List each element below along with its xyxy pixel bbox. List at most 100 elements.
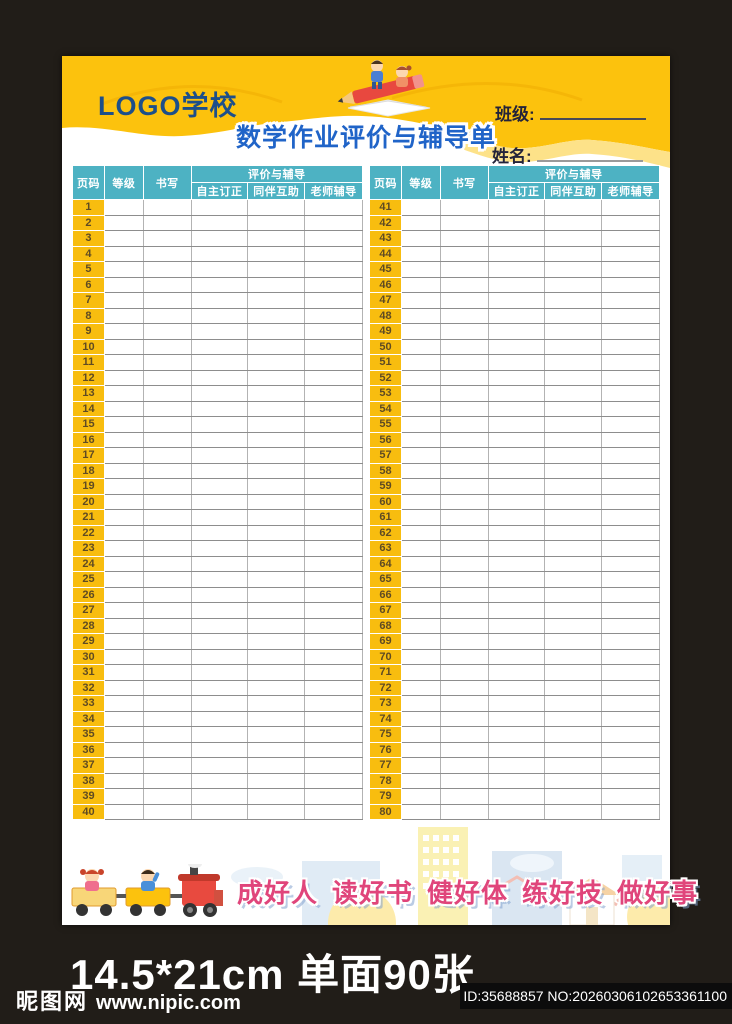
- empty-cell: [190, 292, 249, 309]
- empty-cell: [247, 385, 306, 402]
- empty-cell: [103, 276, 144, 293]
- empty-cell: [400, 571, 441, 588]
- table-row: 27: [72, 602, 363, 619]
- empty-cell: [439, 261, 489, 278]
- table-row: 16: [72, 431, 363, 448]
- row-page-number: 76: [369, 741, 402, 758]
- empty-cell: [142, 679, 192, 696]
- row-page-number: 5: [72, 261, 105, 278]
- empty-cell: [601, 245, 660, 262]
- table-row: 72: [369, 679, 660, 696]
- site-watermark: 昵图网 www.nipic.com: [16, 984, 241, 1016]
- table-row: 62: [369, 524, 660, 541]
- row-page-number: 64: [369, 555, 402, 572]
- empty-cell: [142, 462, 192, 479]
- empty-cell: [247, 540, 306, 557]
- empty-cell: [190, 400, 249, 417]
- table-row: 78: [369, 772, 660, 789]
- empty-cell: [400, 772, 441, 789]
- empty-cell: [439, 199, 489, 216]
- empty-cell: [601, 416, 660, 433]
- table-row: 1: [72, 199, 363, 216]
- empty-cell: [190, 788, 249, 805]
- empty-cell: [304, 695, 363, 712]
- empty-cell: [304, 726, 363, 743]
- table-row: 3: [72, 230, 363, 247]
- empty-cell: [190, 214, 249, 231]
- empty-cell: [544, 307, 603, 324]
- empty-cell: [190, 695, 249, 712]
- empty-cell: [304, 772, 363, 789]
- empty-cell: [304, 602, 363, 619]
- kids-on-pencil-icon: [337, 60, 431, 117]
- empty-cell: [439, 230, 489, 247]
- empty-cell: [439, 385, 489, 402]
- empty-cell: [544, 509, 603, 526]
- empty-cell: [247, 292, 306, 309]
- empty-cell: [247, 431, 306, 448]
- empty-cell: [601, 555, 660, 572]
- empty-cell: [304, 199, 363, 216]
- empty-cell: [439, 633, 489, 650]
- name-fill-line: [536, 148, 643, 162]
- row-page-number: 54: [369, 400, 402, 417]
- empty-cell: [439, 431, 489, 448]
- empty-cell: [142, 617, 192, 634]
- empty-cell: [487, 710, 546, 727]
- empty-cell: [544, 354, 603, 371]
- empty-cell: [103, 478, 144, 495]
- train-with-kids-icon: [71, 864, 223, 917]
- empty-cell: [247, 199, 306, 216]
- empty-cell: [400, 741, 441, 758]
- empty-cell: [103, 416, 144, 433]
- empty-cell: [601, 261, 660, 278]
- empty-cell: [142, 292, 192, 309]
- table-row: 32: [72, 679, 363, 696]
- empty-cell: [487, 493, 546, 510]
- empty-cell: [304, 261, 363, 278]
- empty-cell: [601, 710, 660, 727]
- empty-cell: [487, 369, 546, 386]
- row-page-number: 38: [72, 772, 105, 789]
- row-page-number: 74: [369, 710, 402, 727]
- empty-cell: [544, 338, 603, 355]
- empty-cell: [400, 230, 441, 247]
- empty-cell: [439, 757, 489, 774]
- empty-cell: [304, 245, 363, 262]
- empty-cell: [304, 586, 363, 603]
- school-logo-text: LOGO学校: [98, 91, 238, 121]
- row-page-number: 32: [72, 679, 105, 696]
- empty-cell: [439, 276, 489, 293]
- table-row: 2: [72, 214, 363, 231]
- kid-girl: [396, 65, 412, 87]
- empty-cell: [439, 292, 489, 309]
- empty-cell: [304, 679, 363, 696]
- empty-cell: [544, 679, 603, 696]
- empty-cell: [400, 679, 441, 696]
- train-kid-girl: [80, 869, 104, 891]
- empty-cell: [487, 431, 546, 448]
- image-id-badge: ID:35688857 NO:20260306102653361100: [460, 983, 732, 1009]
- row-page-number: 23: [72, 540, 105, 557]
- empty-cell: [601, 447, 660, 464]
- table-row: 9: [72, 323, 363, 340]
- empty-cell: [304, 447, 363, 464]
- table-row: 7: [72, 292, 363, 309]
- empty-cell: [601, 338, 660, 355]
- empty-cell: [304, 710, 363, 727]
- empty-cell: [487, 462, 546, 479]
- empty-cell: [304, 555, 363, 572]
- size-caption: 14.5*21cm 单面90张: [70, 951, 475, 998]
- empty-cell: [103, 726, 144, 743]
- empty-cell: [190, 416, 249, 433]
- empty-cell: [103, 230, 144, 247]
- empty-cell: [190, 648, 249, 665]
- row-page-number: 69: [369, 633, 402, 650]
- empty-cell: [487, 261, 546, 278]
- row-page-number: 30: [72, 648, 105, 665]
- empty-cell: [439, 307, 489, 324]
- row-page-number: 75: [369, 726, 402, 743]
- row-page-number: 59: [369, 478, 402, 495]
- empty-cell: [142, 214, 192, 231]
